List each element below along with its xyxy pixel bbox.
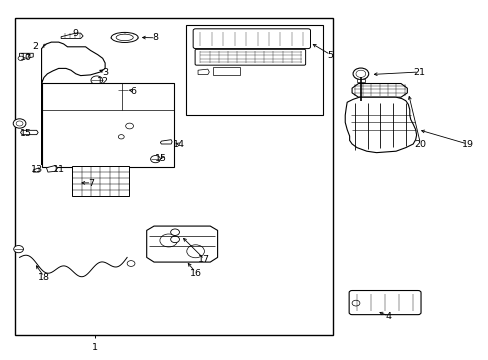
Text: 12: 12: [97, 77, 108, 85]
Text: 18: 18: [38, 274, 50, 282]
Polygon shape: [351, 84, 407, 97]
Text: 19: 19: [461, 140, 472, 149]
Text: 6: 6: [130, 87, 136, 96]
Bar: [41, 83, 173, 167]
Circle shape: [13, 119, 26, 128]
Text: 4: 4: [385, 312, 391, 321]
Bar: [72, 166, 128, 196]
Circle shape: [351, 300, 359, 306]
Text: 1: 1: [92, 343, 98, 352]
Polygon shape: [345, 97, 416, 153]
Circle shape: [355, 70, 365, 77]
Circle shape: [170, 236, 179, 243]
Circle shape: [18, 56, 24, 60]
Circle shape: [125, 123, 133, 129]
Circle shape: [186, 245, 204, 258]
Text: 16: 16: [189, 269, 201, 278]
Text: 7: 7: [88, 179, 94, 188]
Polygon shape: [20, 53, 33, 58]
Polygon shape: [46, 166, 58, 172]
Polygon shape: [146, 226, 217, 262]
Circle shape: [170, 229, 179, 235]
Polygon shape: [85, 65, 100, 70]
Polygon shape: [33, 168, 39, 172]
Text: 3: 3: [102, 68, 108, 77]
Bar: [212, 67, 239, 75]
Circle shape: [91, 76, 102, 85]
FancyBboxPatch shape: [193, 29, 310, 49]
Text: 8: 8: [152, 33, 158, 42]
Text: 13: 13: [31, 165, 42, 174]
Text: 11: 11: [53, 165, 64, 174]
Polygon shape: [198, 69, 209, 75]
Text: 9: 9: [73, 29, 79, 37]
Polygon shape: [160, 140, 172, 144]
Circle shape: [61, 104, 66, 108]
Circle shape: [352, 68, 368, 80]
Circle shape: [127, 261, 135, 266]
Text: 2: 2: [32, 42, 38, 51]
Circle shape: [14, 246, 23, 253]
Circle shape: [118, 86, 128, 94]
Text: 21: 21: [412, 68, 424, 77]
Ellipse shape: [116, 34, 133, 41]
Text: 10: 10: [20, 53, 32, 62]
Bar: [15, 18, 332, 335]
FancyBboxPatch shape: [348, 291, 420, 315]
Polygon shape: [61, 33, 83, 39]
Circle shape: [16, 121, 23, 126]
Circle shape: [52, 95, 60, 101]
Polygon shape: [20, 130, 38, 135]
Polygon shape: [43, 44, 60, 49]
Polygon shape: [356, 79, 364, 82]
Circle shape: [160, 234, 177, 247]
Polygon shape: [41, 42, 105, 165]
Bar: [185, 25, 322, 115]
Ellipse shape: [111, 32, 138, 42]
Text: 14: 14: [172, 140, 184, 149]
Text: 15: 15: [155, 154, 167, 163]
Text: 15: 15: [20, 129, 31, 138]
Circle shape: [150, 156, 160, 163]
Text: 20: 20: [414, 140, 426, 149]
Circle shape: [118, 135, 124, 139]
Text: 5: 5: [327, 51, 333, 60]
FancyBboxPatch shape: [195, 49, 305, 65]
Text: 17: 17: [198, 256, 210, 264]
